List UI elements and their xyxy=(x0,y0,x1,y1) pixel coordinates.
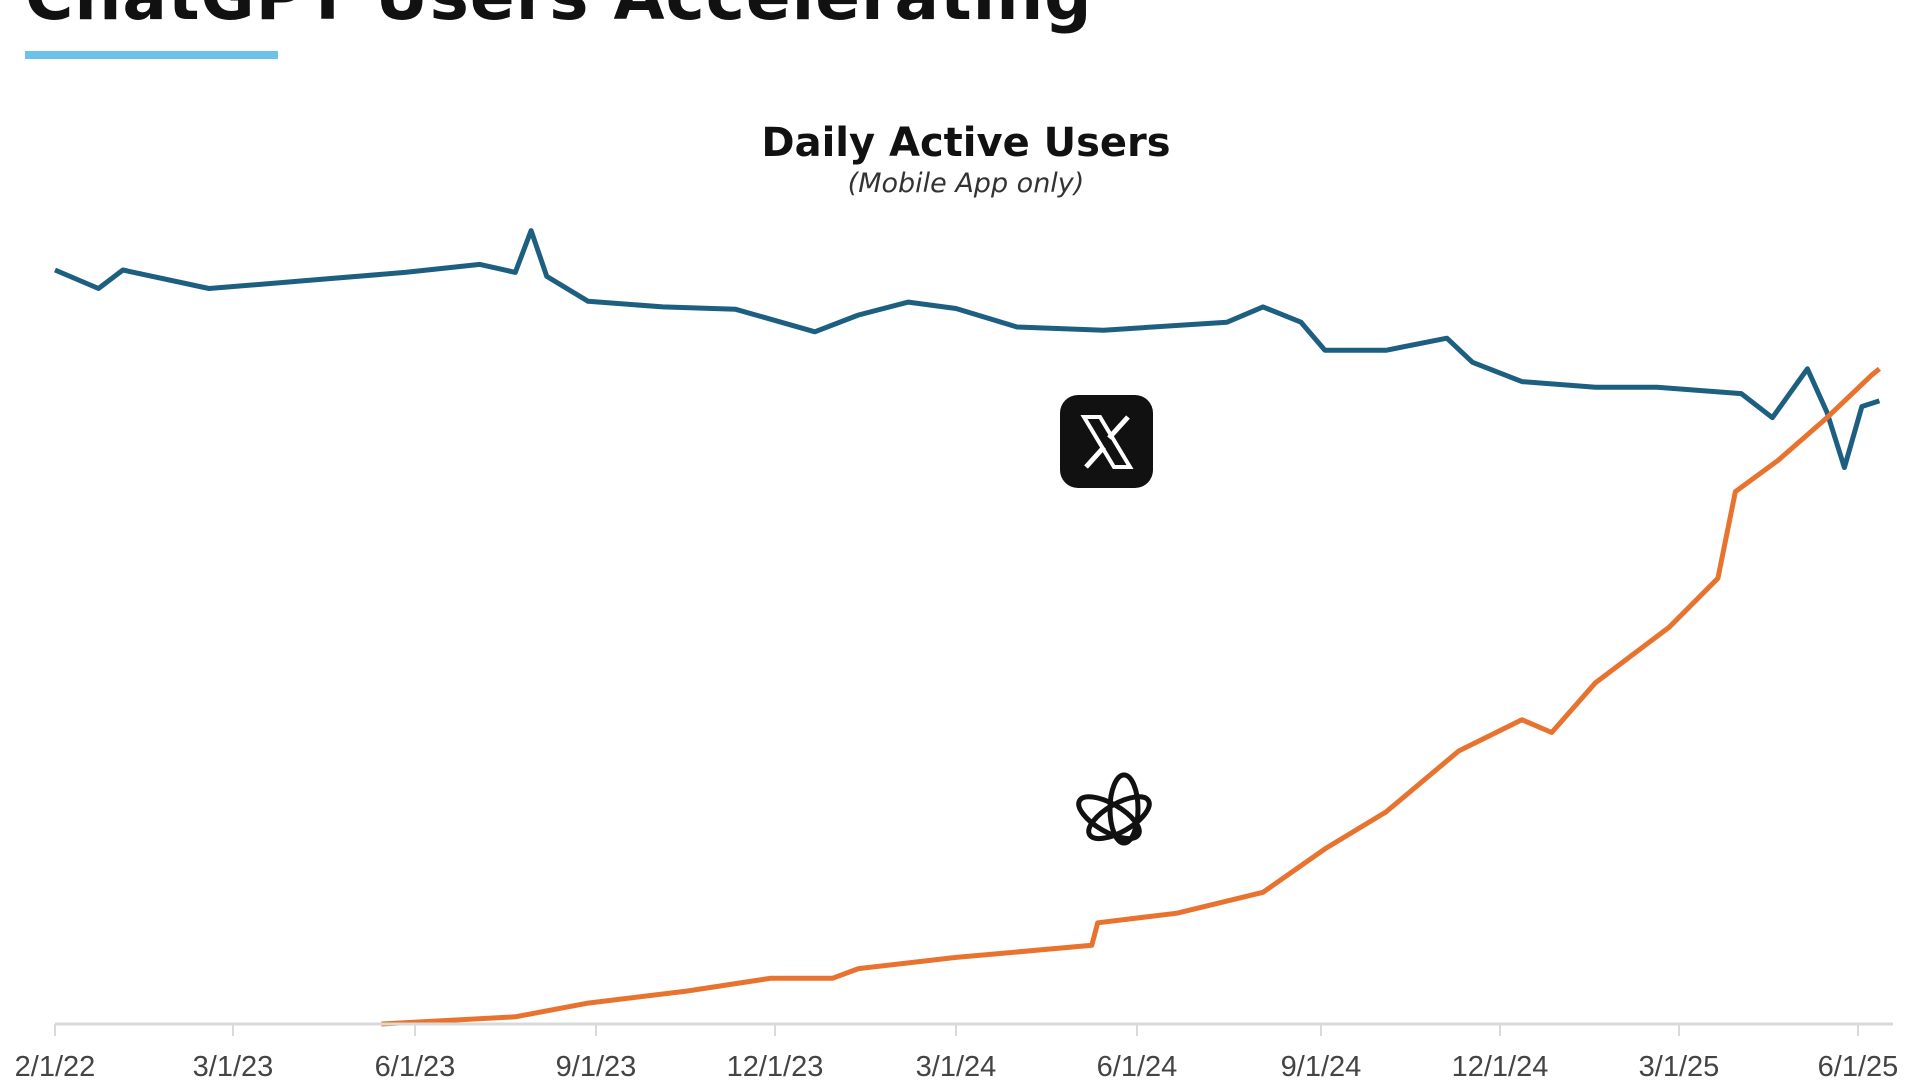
title-underline xyxy=(25,51,278,59)
x-tick-label: 3/1/25 xyxy=(1639,1051,1720,1080)
x-tick-label: 3/1/23 xyxy=(193,1051,274,1080)
x-tick-label: 6/1/24 xyxy=(1097,1051,1178,1080)
chart-title: Daily Active Users xyxy=(761,120,1171,166)
x-tick-label: 2/1/22 xyxy=(15,1051,96,1080)
x-tick-label: 12/1/24 xyxy=(1452,1051,1549,1080)
x-logo-icon xyxy=(1060,395,1153,488)
x-tick-label: 6/1/23 xyxy=(375,1051,456,1080)
series-layer xyxy=(54,228,1881,1027)
x-tick-label: 3/1/24 xyxy=(916,1051,997,1080)
chart-subtitle: (Mobile App only) xyxy=(847,168,1085,199)
x-tick-label: 6/1/25 xyxy=(1818,1051,1899,1080)
x-axis-ticks: 2/1/22 3/1/23 6/1/23 9/1/23 12/1/23 3/1/24 6/1… xyxy=(15,1024,1899,1080)
x-tick-label: 9/1/24 xyxy=(1281,1051,1362,1080)
page-title: ChatGPT Users Accelerating xyxy=(25,0,1092,35)
x-tick-label: 12/1/23 xyxy=(727,1051,824,1080)
x-users-line xyxy=(54,228,1881,470)
x-tick-label: 9/1/23 xyxy=(556,1051,637,1080)
chatgpt-users-line xyxy=(381,366,1881,1027)
openai-logo-icon xyxy=(1076,772,1152,846)
